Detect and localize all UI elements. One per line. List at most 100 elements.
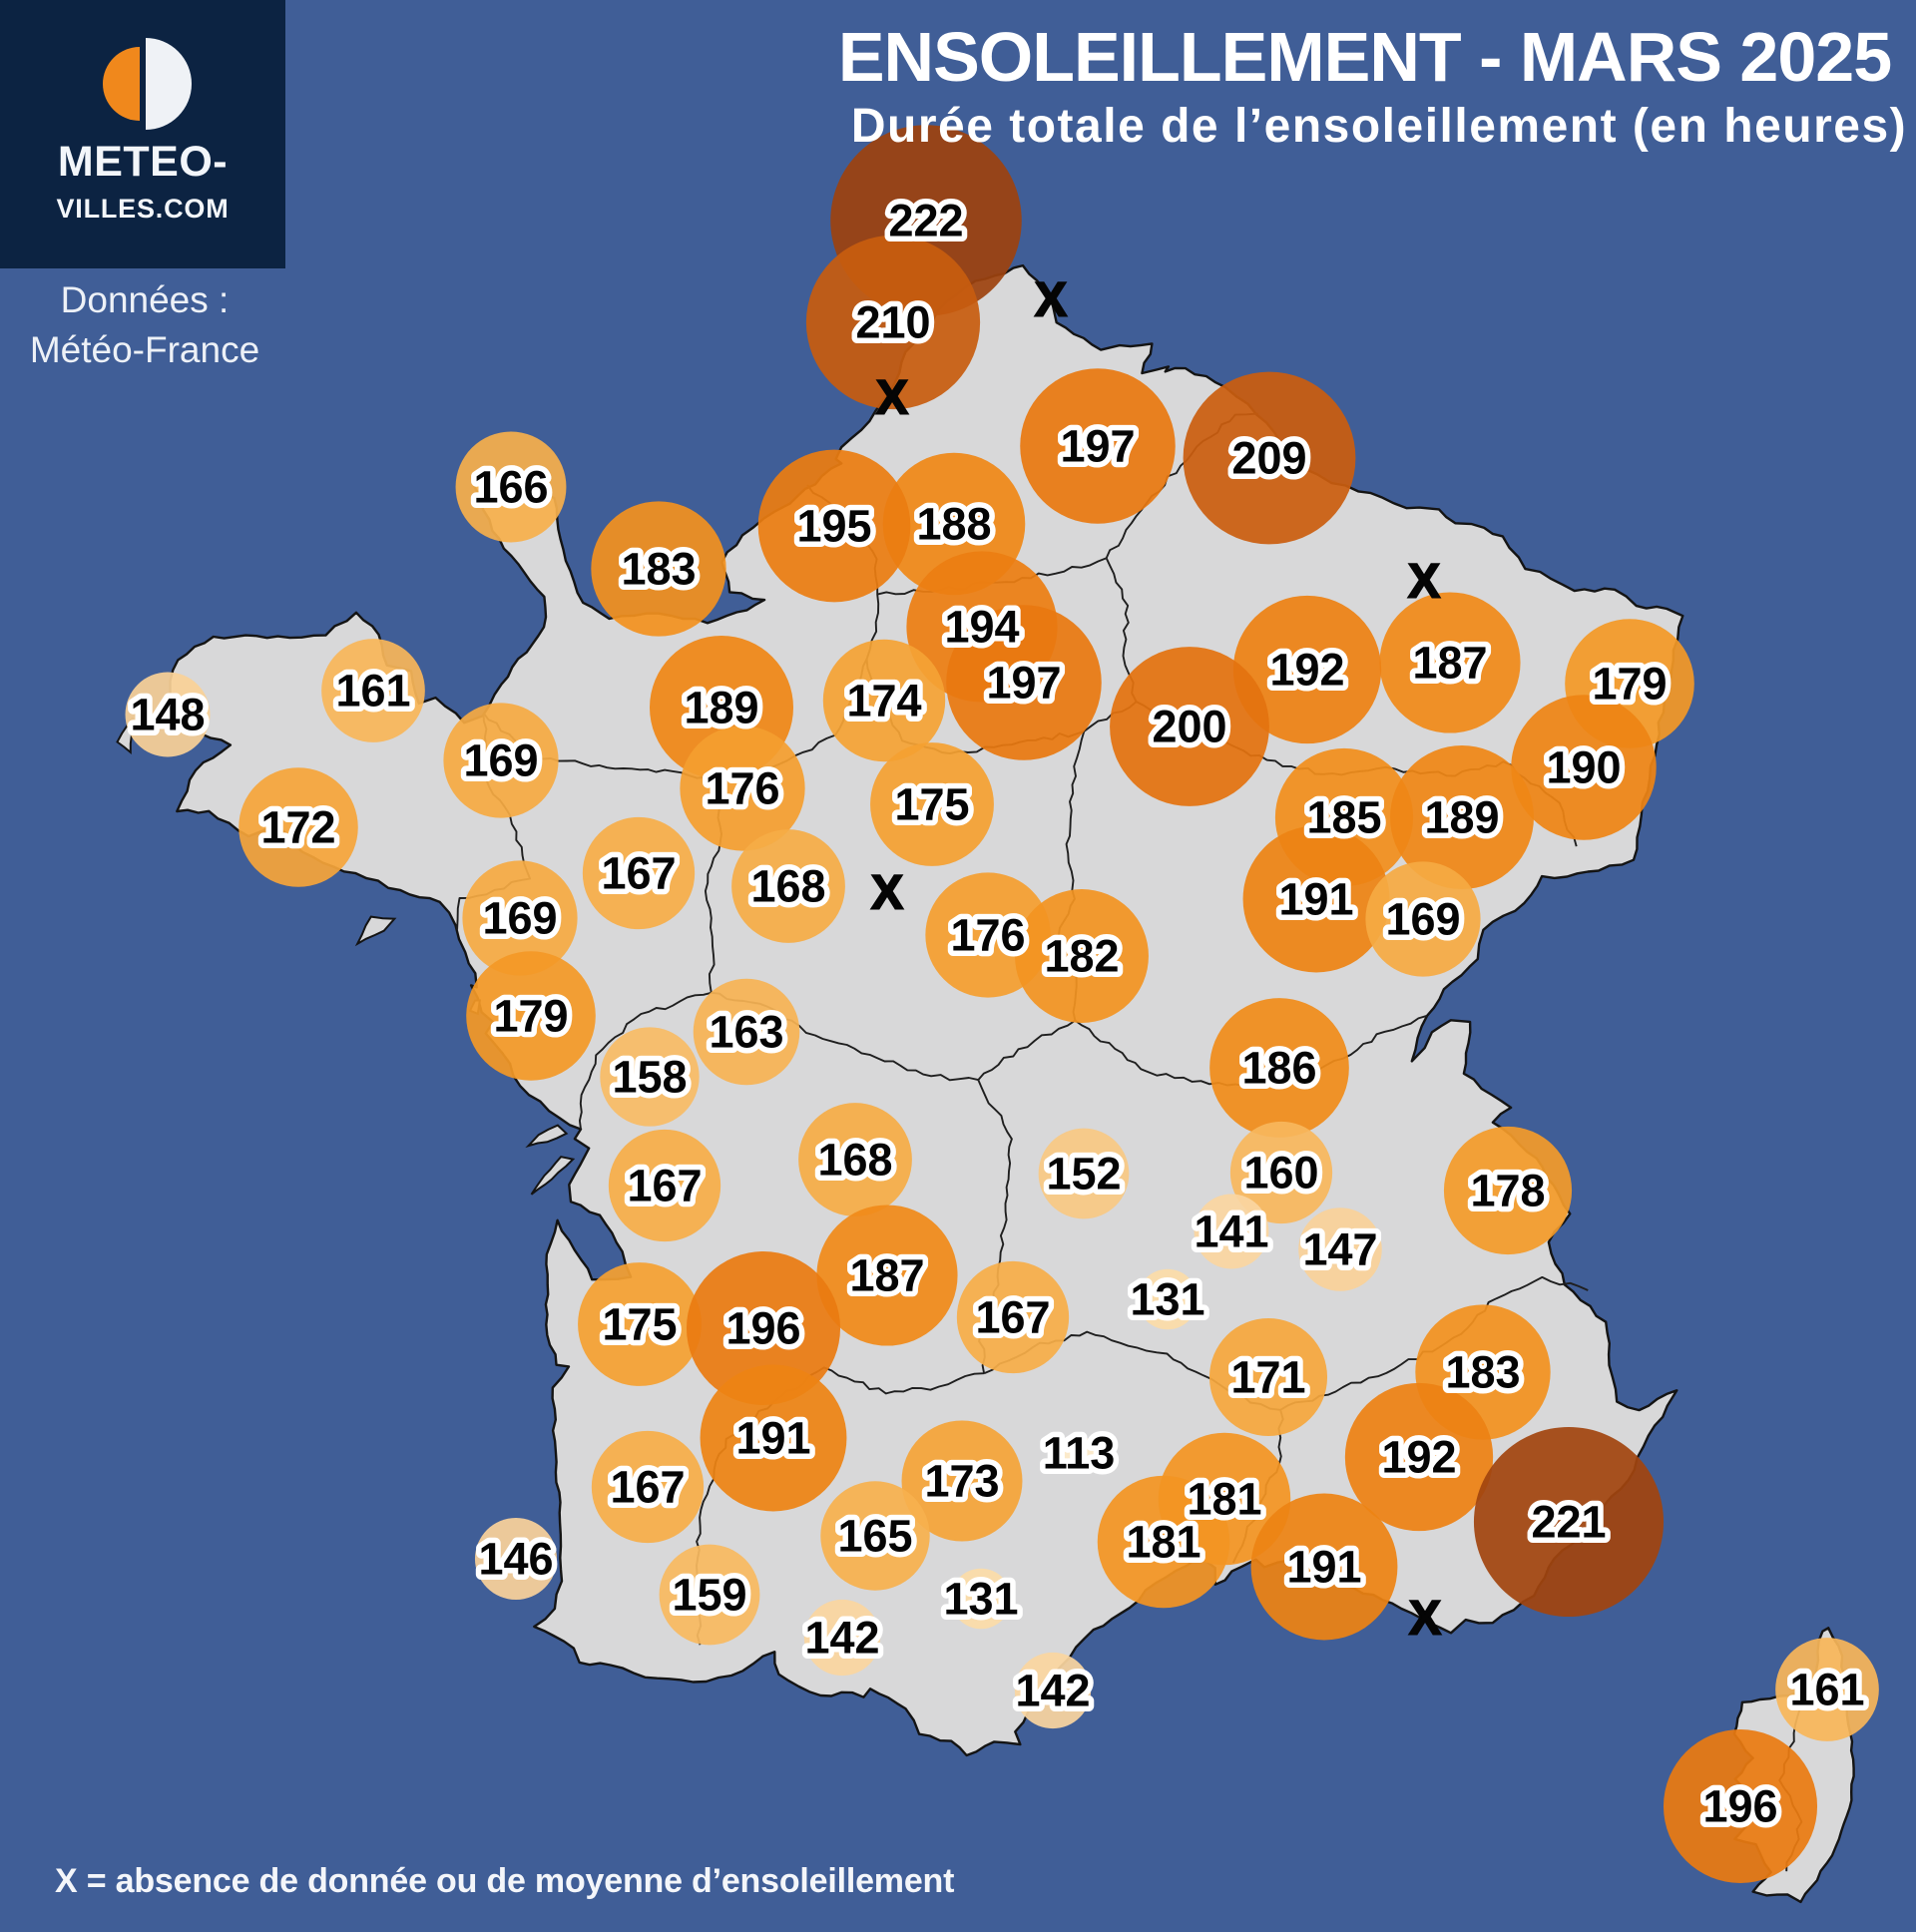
bubble (946, 605, 1102, 760)
map-island (530, 1156, 576, 1196)
bubble-label: 159 (672, 1570, 746, 1621)
bubble (901, 1420, 1023, 1542)
bubble (870, 742, 994, 866)
bubble-label: 167 (975, 1292, 1050, 1343)
bubble (239, 767, 358, 887)
bubble (950, 1568, 1012, 1630)
bubble (1242, 825, 1390, 973)
bubble (1097, 1475, 1230, 1609)
bubble-label: 195 (796, 501, 871, 552)
bubble (1443, 1126, 1573, 1255)
bubble-label: 190 (1546, 742, 1621, 793)
sun-white-half (146, 38, 192, 130)
bubble-label: 197 (1060, 421, 1135, 472)
bubble (1511, 695, 1657, 840)
bubble-label: 166 (473, 462, 548, 513)
no-data-mark: X (1409, 1593, 1441, 1646)
bubble-label: 131 (1130, 1274, 1204, 1325)
bubble (816, 1205, 958, 1346)
bubble-label: 191 (735, 1413, 810, 1464)
bubble (600, 1027, 700, 1127)
bubble-label: 179 (493, 991, 568, 1042)
bubble (1110, 647, 1269, 806)
bubble (443, 703, 559, 818)
no-data-mark: X (876, 372, 908, 425)
bubble-label: 210 (855, 297, 930, 348)
bubble-label: 161 (1789, 1665, 1864, 1715)
bubble (1344, 1382, 1494, 1532)
bubble (1209, 998, 1349, 1138)
bubble-label: 176 (950, 910, 1025, 961)
bubble-label: 169 (482, 893, 557, 944)
bubble (1473, 1426, 1665, 1618)
bubble (1775, 1638, 1879, 1741)
bubble-label: 192 (1269, 645, 1344, 696)
bubble-label: 167 (627, 1161, 702, 1211)
bubble-label: 176 (705, 763, 779, 814)
bubble-label: 197 (986, 658, 1061, 709)
bubble-label: 194 (944, 602, 1019, 653)
bubble-label: 209 (1231, 433, 1306, 484)
bubble (1014, 1652, 1092, 1729)
bubble-label: 169 (1385, 894, 1460, 945)
bubble (659, 1544, 760, 1646)
bubble-label: 152 (1046, 1149, 1121, 1200)
bubble (462, 860, 578, 976)
bubble-label: 191 (1286, 1542, 1361, 1593)
region-border (578, 991, 713, 1130)
bubble (1015, 889, 1149, 1023)
bubble (686, 1250, 841, 1406)
bubble-label: 113 (1043, 1428, 1116, 1479)
bubble-label: 172 (260, 802, 335, 853)
bubble-label: 183 (621, 544, 696, 595)
bubble (803, 1599, 881, 1677)
region-border (977, 1019, 1076, 1081)
bubble (1137, 1268, 1198, 1330)
bubble-label: 181 (1187, 1474, 1261, 1525)
bubble (1061, 1435, 1097, 1471)
bubble (1365, 861, 1481, 977)
logo-title: METEO- (57, 138, 229, 186)
bubble (591, 501, 726, 637)
page-subtitle: Durée totale de l’ensoleillement (en heu… (850, 100, 1908, 153)
bubble (1663, 1728, 1818, 1884)
bubble (1038, 1128, 1130, 1219)
bubble (455, 431, 567, 543)
bubble-label: 181 (1126, 1517, 1200, 1568)
bubble-label: 191 (1278, 874, 1353, 925)
bubble (731, 829, 845, 943)
bubble-label: 163 (709, 1007, 783, 1058)
bubble-label: 169 (463, 735, 538, 786)
bubble-label: 188 (916, 499, 991, 550)
credits-line1: Données : (60, 279, 230, 320)
bubble (582, 816, 696, 930)
bubble-label: 189 (684, 683, 758, 733)
sun-orange-half (103, 47, 140, 121)
bubble-label: 187 (849, 1250, 924, 1301)
bubble-label: 147 (1302, 1224, 1377, 1275)
bubble-label: 175 (602, 1299, 677, 1350)
bubble-label: 158 (612, 1052, 687, 1103)
legend-footnote: X = absence de donnée ou de moyenne d’en… (55, 1862, 955, 1900)
bubble (822, 639, 946, 762)
credits-line2: Météo-France (29, 329, 260, 370)
bubble (820, 1481, 930, 1591)
bubble-label: 165 (837, 1511, 912, 1562)
bubble-label: 131 (943, 1574, 1018, 1625)
no-data-mark: X (1408, 556, 1440, 609)
map-island (525, 1124, 569, 1149)
bubble-label: 142 (1015, 1666, 1090, 1716)
no-data-mark: X (1035, 274, 1067, 327)
bubble (578, 1262, 702, 1386)
sun-logo-icon (103, 38, 192, 130)
bubble-label: 185 (1306, 792, 1381, 843)
bubble (1208, 1317, 1328, 1437)
bubble (680, 725, 805, 851)
bubble-label: 179 (1592, 659, 1667, 710)
bubble-label: 196 (1702, 1781, 1777, 1832)
bubble-label: 192 (1381, 1432, 1456, 1483)
data-credits: Données : Météo-France (10, 275, 279, 375)
bubble (1390, 745, 1534, 889)
bubble-label: 182 (1044, 931, 1119, 982)
